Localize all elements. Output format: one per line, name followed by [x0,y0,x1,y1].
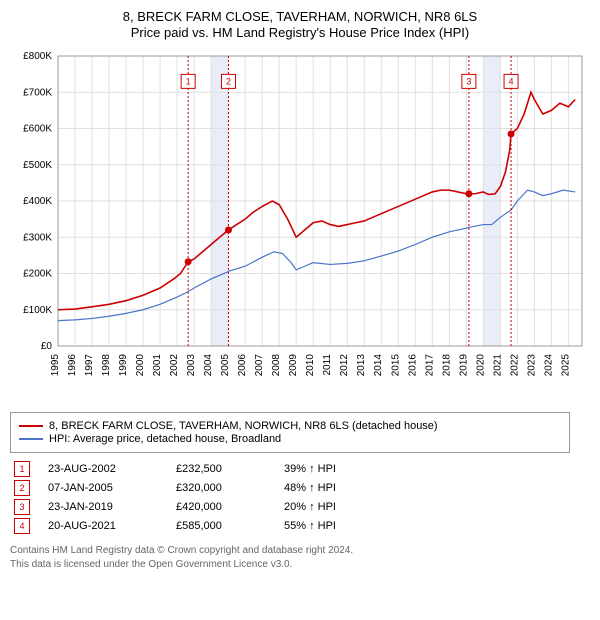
svg-text:£200K: £200K [23,269,52,280]
svg-text:3: 3 [466,76,471,86]
svg-text:£500K: £500K [23,160,52,171]
sales-row: 4 20-AUG-2021 £585,000 55% ↑ HPI [10,518,590,534]
title-line-1: 8, BRECK FARM CLOSE, TAVERHAM, NORWICH, … [10,9,590,24]
legend: 8, BRECK FARM CLOSE, TAVERHAM, NORWICH, … [10,412,570,453]
svg-text:2004: 2004 [203,354,214,377]
sales-pct: 39% ↑ HPI [284,463,384,475]
svg-text:2001: 2001 [152,354,163,377]
svg-text:2020: 2020 [475,354,486,377]
sales-pct: 48% ↑ HPI [284,482,384,494]
svg-text:2008: 2008 [271,354,282,377]
svg-text:2006: 2006 [237,354,248,377]
footer: Contains HM Land Registry data © Crown c… [10,544,590,571]
svg-text:2014: 2014 [373,354,384,377]
sales-pct: 20% ↑ HPI [284,501,384,513]
page-container: 8, BRECK FARM CLOSE, TAVERHAM, NORWICH, … [0,0,600,581]
svg-text:£400K: £400K [23,196,52,207]
svg-text:2009: 2009 [288,354,299,377]
svg-text:£300K: £300K [23,232,52,243]
svg-text:2013: 2013 [356,354,367,377]
svg-text:2016: 2016 [407,354,418,377]
sales-row: 2 07-JAN-2005 £320,000 48% ↑ HPI [10,480,590,496]
svg-text:2015: 2015 [390,354,401,377]
sales-table: 1 23-AUG-2002 £232,500 39% ↑ HPI 2 07-JAN-200… [10,461,590,534]
legend-row: HPI: Average price, detached house, Broa… [19,433,561,445]
svg-text:£100K: £100K [23,305,52,316]
footer-line-1: Contains HM Land Registry data © Crown c… [10,544,590,558]
sales-marker: 1 [14,461,30,477]
svg-text:2007: 2007 [254,354,265,377]
svg-text:4: 4 [509,76,514,86]
sales-price: £232,500 [176,463,266,475]
svg-text:1999: 1999 [118,354,129,377]
svg-text:2024: 2024 [543,354,554,377]
legend-swatch [19,425,43,427]
svg-text:2023: 2023 [526,354,537,377]
svg-text:2021: 2021 [492,354,503,377]
svg-text:2002: 2002 [169,354,180,377]
svg-text:1: 1 [186,76,191,86]
sales-date: 23-AUG-2002 [48,463,158,475]
svg-text:2011: 2011 [322,354,333,376]
sales-marker: 4 [14,518,30,534]
legend-swatch [19,438,43,440]
svg-text:2000: 2000 [135,354,146,377]
svg-text:2018: 2018 [441,354,452,377]
svg-text:2017: 2017 [424,354,435,377]
sales-price: £585,000 [176,520,266,532]
chart-svg: £0 £100K £200K £300K £400K £500K £600K £700K £80… [10,46,590,406]
legend-label: HPI: Average price, detached house, Broa… [49,433,281,445]
sales-row: 3 23-JAN-2019 £420,000 20% ↑ HPI [10,499,590,515]
svg-text:£800K: £800K [23,51,52,62]
sales-price: £420,000 [176,501,266,513]
sales-marker: 2 [14,480,30,496]
sales-pct: 55% ↑ HPI [284,520,384,532]
footer-line-2: This data is licensed under the Open Gov… [10,558,590,572]
svg-text:2005: 2005 [220,354,231,377]
title-block: 8, BRECK FARM CLOSE, TAVERHAM, NORWICH, … [10,9,590,40]
sales-date: 07-JAN-2005 [48,482,158,494]
price-chart: £0 £100K £200K £300K £400K £500K £600K £700K £80… [10,46,590,406]
sales-date: 20-AUG-2021 [48,520,158,532]
legend-label: 8, BRECK FARM CLOSE, TAVERHAM, NORWICH, … [49,420,438,432]
svg-text:2010: 2010 [305,354,316,377]
sales-marker: 3 [14,499,30,515]
sales-price: £320,000 [176,482,266,494]
legend-row: 8, BRECK FARM CLOSE, TAVERHAM, NORWICH, … [19,420,561,432]
svg-text:1996: 1996 [67,354,78,377]
svg-text:2025: 2025 [560,354,571,377]
svg-text:1998: 1998 [101,354,112,377]
svg-text:2019: 2019 [458,354,469,377]
svg-text:2022: 2022 [509,354,520,377]
svg-text:2012: 2012 [339,354,350,377]
svg-text:£700K: £700K [23,87,52,98]
svg-text:2: 2 [226,76,231,86]
svg-text:2003: 2003 [186,354,197,377]
svg-text:1995: 1995 [50,354,61,377]
sales-date: 23-JAN-2019 [48,501,158,513]
svg-text:£600K: £600K [23,124,52,135]
title-line-2: Price paid vs. HM Land Registry's House … [10,25,590,40]
svg-text:1997: 1997 [84,354,95,377]
sales-row: 1 23-AUG-2002 £232,500 39% ↑ HPI [10,461,590,477]
svg-text:£0: £0 [41,341,53,352]
